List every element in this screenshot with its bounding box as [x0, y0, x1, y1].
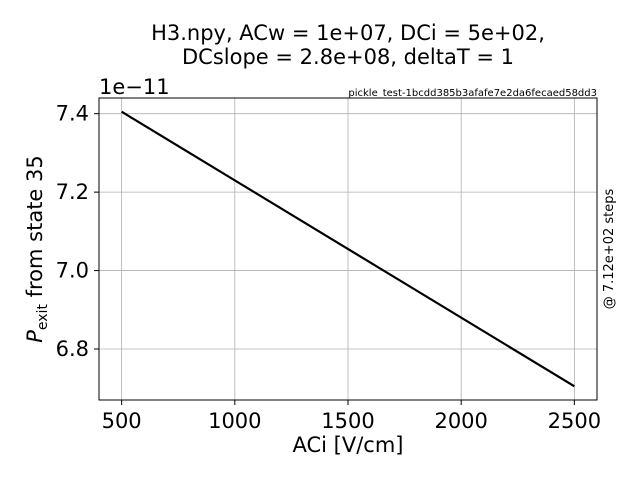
y-axis-label: Pexit from state 35	[23, 155, 51, 343]
chart-title-line1: H3.npy, ACw = 1e+07, DCi = 5e+02,	[151, 21, 545, 45]
grid-lines	[99, 98, 597, 400]
y-axis-label-symbol: P	[23, 330, 47, 343]
series-layer	[121, 110, 575, 388]
x-tick-label: 1500	[321, 409, 374, 433]
y-axis: 6.8 7.0 7.2 7.4	[56, 102, 99, 361]
x-tick-label: 2500	[548, 409, 601, 433]
y-tick-label: 7.2	[56, 180, 89, 204]
y-tick-label: 7.0	[56, 259, 89, 283]
right-side-label: @ 7.12e+02 steps	[602, 189, 617, 310]
x-tick-label: 500	[102, 409, 142, 433]
x-axis: 500 1000 1500 2000 2500	[102, 400, 601, 433]
x-tick-label: 1000	[208, 409, 261, 433]
x-tick-label: 2000	[434, 409, 487, 433]
y-axis-label-suffix: from state 35	[23, 155, 47, 304]
y-tick-label: 7.4	[56, 102, 89, 126]
y-axis-label-subscript: exit	[35, 304, 51, 331]
y-offset-label: 1e−11	[99, 75, 170, 99]
chart-title-line2: DCslope = 2.8e+08, deltaT = 1	[182, 45, 514, 69]
plot-annotation: pickle_test-1bcdd385b3afafe7e2da6fecaed5…	[348, 88, 597, 99]
series-line	[121, 110, 575, 388]
y-tick-label: 6.8	[56, 337, 89, 361]
x-axis-label: ACi [V/cm]	[293, 433, 404, 457]
